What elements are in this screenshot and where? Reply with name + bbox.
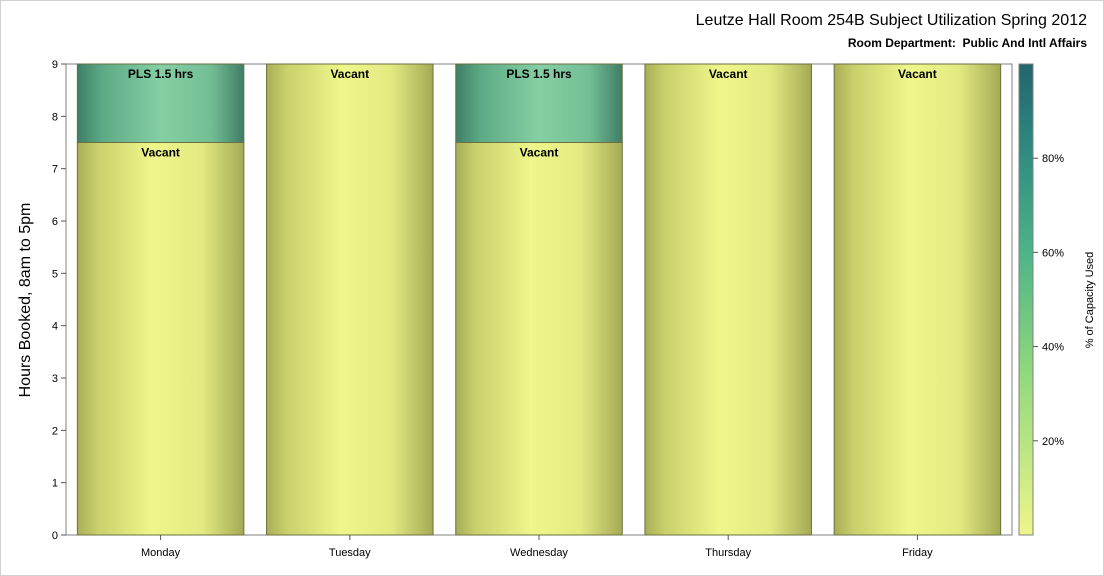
bar-data-label: Vacant bbox=[141, 146, 180, 160]
bar-segment-vacant bbox=[266, 63, 434, 536]
x-tick-label: Tuesday bbox=[329, 547, 371, 559]
y-tick-label: 3 bbox=[52, 373, 58, 385]
x-tick-label: Friday bbox=[902, 547, 933, 559]
y-tick-label: 1 bbox=[52, 478, 58, 490]
y-tick-label: 4 bbox=[52, 321, 58, 333]
bar-data-label: Vacant bbox=[898, 67, 937, 81]
y-tick-label: 2 bbox=[52, 425, 58, 437]
colorbar-tick-label: 80% bbox=[1042, 153, 1064, 165]
y-tick-label: 8 bbox=[52, 111, 58, 123]
bar-segment-used bbox=[76, 63, 245, 143]
plot-area: 0 1 2 3 4 5 6 7 8 9 Vacant PLS 1.5 hrs Monday Vacant T… bbox=[52, 59, 1064, 559]
x-tick-label: Monday bbox=[141, 547, 181, 559]
bar-segment-vacant bbox=[833, 63, 1002, 536]
bar-data-label: Vacant bbox=[330, 67, 369, 81]
chart-title: Leutze Hall Room 254B Subject Utilizatio… bbox=[695, 12, 1087, 29]
bar-segment-vacant bbox=[644, 63, 812, 536]
bar-data-label: PLS 1.5 hrs bbox=[506, 67, 572, 81]
bar-data-label: Vacant bbox=[520, 146, 559, 160]
y-tick-label: 7 bbox=[52, 164, 58, 176]
bar-segment-used bbox=[455, 63, 623, 143]
colorbar-tick-label: 40% bbox=[1042, 342, 1064, 354]
colorbar bbox=[1018, 63, 1034, 536]
colorbar-tick-label: 20% bbox=[1042, 436, 1064, 448]
bar-data-label: Vacant bbox=[709, 67, 748, 81]
y-tick-label: 6 bbox=[52, 216, 58, 228]
bar-segment-vacant bbox=[76, 142, 245, 536]
chart-subtitle: Room Department: Public And Intl Affairs bbox=[847, 36, 1087, 50]
x-tick-label: Thursday bbox=[705, 547, 751, 559]
y-tick-label: 9 bbox=[52, 59, 58, 71]
colorbar-tick-label: 60% bbox=[1042, 247, 1064, 259]
bar-segment-vacant bbox=[455, 142, 623, 536]
y-tick-label: 5 bbox=[52, 268, 58, 280]
x-tick-label: Wednesday bbox=[510, 547, 568, 559]
bar-data-label: PLS 1.5 hrs bbox=[128, 67, 194, 81]
y-tick-label: 0 bbox=[52, 530, 58, 542]
